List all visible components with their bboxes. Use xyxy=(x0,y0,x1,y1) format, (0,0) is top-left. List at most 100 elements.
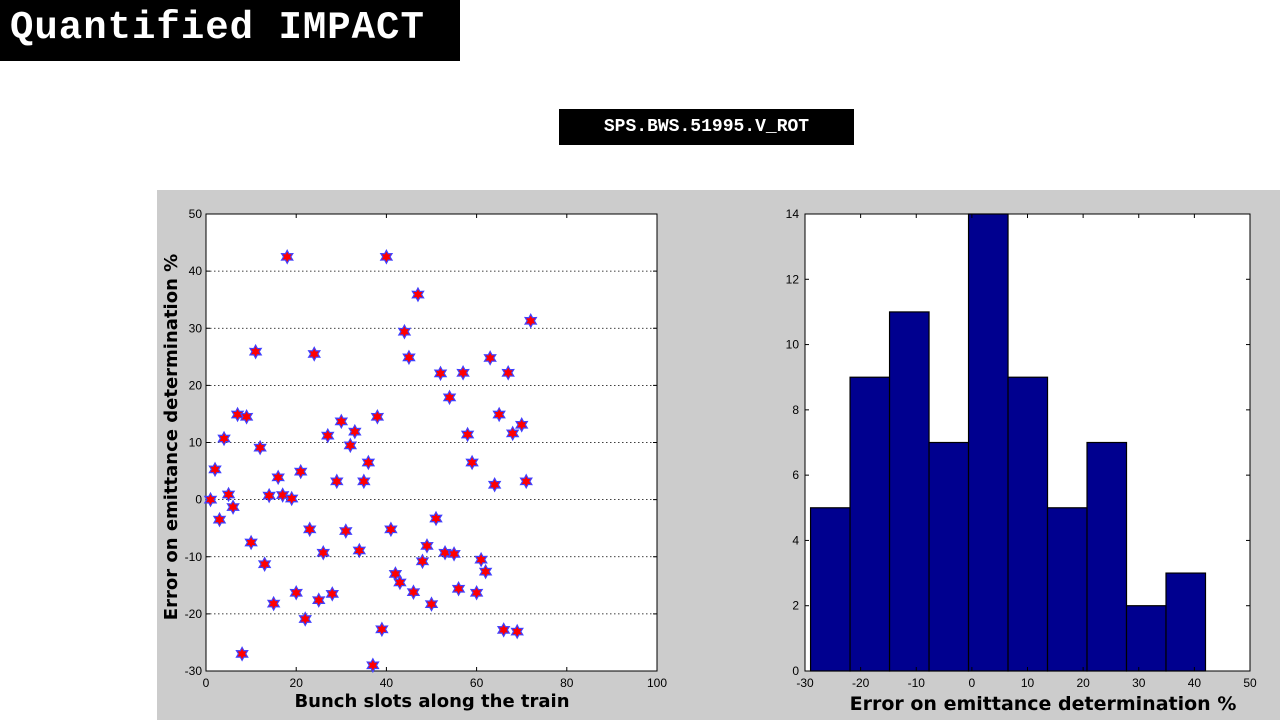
histogram-bar xyxy=(1007,376,1049,672)
scatter-ytick-label: 20 xyxy=(189,378,203,392)
histogram-ytick-label: 0 xyxy=(792,664,799,678)
scatter-point xyxy=(420,538,434,554)
scatter-point xyxy=(402,349,416,366)
histogram-ytick-label: 6 xyxy=(792,468,799,482)
scatter-point xyxy=(221,486,236,503)
scatter-xtick-label: 60 xyxy=(470,676,484,690)
scatter-point xyxy=(339,523,353,539)
scatter-point xyxy=(357,473,371,490)
scatter-point xyxy=(447,546,461,562)
histogram-bar xyxy=(967,213,1009,672)
scatter-xtick-label: 20 xyxy=(290,676,304,690)
scatter-point xyxy=(523,313,538,329)
scatter-point xyxy=(212,511,227,528)
scatter-point xyxy=(244,534,258,551)
histogram-xtick-label: 0 xyxy=(969,676,976,690)
scatter-ytick-label: 40 xyxy=(189,264,203,278)
scatter-point xyxy=(465,454,479,471)
histogram-xtick-label: 30 xyxy=(1132,676,1146,690)
scatter-xtick-label: 0 xyxy=(203,676,210,690)
histogram-x-axis-label: Error on emittance determination % xyxy=(850,693,1237,715)
scatter-point xyxy=(230,406,245,423)
histogram-ytick-label: 8 xyxy=(792,403,799,417)
scatter-point xyxy=(253,439,267,456)
scatter-point xyxy=(474,551,488,568)
histogram-ytick-label: 4 xyxy=(792,533,799,547)
scatter-point xyxy=(510,623,524,640)
scatter-point xyxy=(266,595,281,612)
scatter-x-axis-label: Bunch slots along the train xyxy=(294,691,569,712)
histogram-xtick-label: 20 xyxy=(1076,676,1090,690)
histogram-bar xyxy=(1086,441,1128,672)
scatter-point xyxy=(262,487,276,504)
scatter-point xyxy=(325,586,340,602)
scatter-point xyxy=(284,490,299,507)
scatter-point xyxy=(487,476,502,493)
scatter-point xyxy=(235,646,249,662)
scatter-point xyxy=(469,584,484,601)
histogram-xtick-label: 50 xyxy=(1243,676,1257,690)
scatter-point xyxy=(271,469,285,486)
scatter-point xyxy=(519,473,533,490)
scatter-point xyxy=(302,521,317,538)
histogram-ytick-label: 12 xyxy=(786,272,800,286)
histogram-bar xyxy=(888,311,930,672)
scatter-point xyxy=(456,365,470,381)
scatter-y-axis-label: Error on emittance determination % xyxy=(161,254,182,620)
scatter-ytick-label: 0 xyxy=(195,493,202,507)
scatter-point xyxy=(514,417,529,433)
scatter-point xyxy=(316,544,330,561)
device-name-label: SPS.BWS.51995.V_ROT xyxy=(559,109,854,145)
scatter-point xyxy=(293,463,308,480)
scatter-point xyxy=(330,473,344,490)
scatter-point xyxy=(397,323,412,340)
histogram-xtick-label: 10 xyxy=(1021,676,1035,690)
scatter-point xyxy=(217,430,231,447)
scatter-xtick-label: 40 xyxy=(380,676,394,690)
scatter-point xyxy=(275,487,290,503)
scatter-point xyxy=(492,406,506,423)
scatter-point xyxy=(379,249,394,265)
histogram-bar xyxy=(809,507,851,672)
scatter-point xyxy=(208,461,222,478)
scatter-point xyxy=(429,510,443,527)
scatter-point xyxy=(424,596,439,612)
scatter-xtick-label: 100 xyxy=(647,676,667,690)
scatter-point xyxy=(442,389,457,406)
scatter-point xyxy=(505,425,520,442)
histogram-bar xyxy=(1165,572,1207,672)
scatter-point xyxy=(298,611,312,627)
scatter-point xyxy=(248,343,263,360)
slide-title: Quantified IMPACT xyxy=(10,6,425,50)
histogram-ytick-label: 10 xyxy=(786,338,800,352)
scatter-point xyxy=(501,365,515,381)
slide-title-box: Quantified IMPACT xyxy=(0,0,460,61)
scatter-point xyxy=(312,592,326,608)
scatter-point xyxy=(393,574,407,591)
histogram-xtick-label: 40 xyxy=(1188,676,1202,690)
scatter-point xyxy=(370,409,385,425)
scatter-point xyxy=(321,427,335,444)
scatter-ytick-label: 30 xyxy=(189,321,203,335)
scatter-point xyxy=(366,657,380,674)
scatter-point xyxy=(375,621,389,638)
scatter-point xyxy=(280,249,294,265)
histogram-bar xyxy=(928,441,970,672)
scatter-point xyxy=(433,365,448,382)
scatter-point xyxy=(384,521,398,538)
scatter-point xyxy=(483,350,497,366)
scatter-ytick-label: 50 xyxy=(189,207,203,221)
scatter-ytick-label: -10 xyxy=(185,550,203,564)
histogram-xtick-label: -10 xyxy=(908,676,926,690)
scatter-point xyxy=(406,584,421,600)
scatter-point xyxy=(411,286,425,303)
scatter-point xyxy=(352,542,367,559)
histogram-bar xyxy=(1046,507,1088,672)
scatter-ytick-label: -30 xyxy=(185,664,203,678)
scatter-point xyxy=(226,499,240,515)
histogram-xtick-label: -20 xyxy=(852,676,870,690)
scatter-point xyxy=(361,454,376,471)
histogram-bar xyxy=(849,376,891,672)
